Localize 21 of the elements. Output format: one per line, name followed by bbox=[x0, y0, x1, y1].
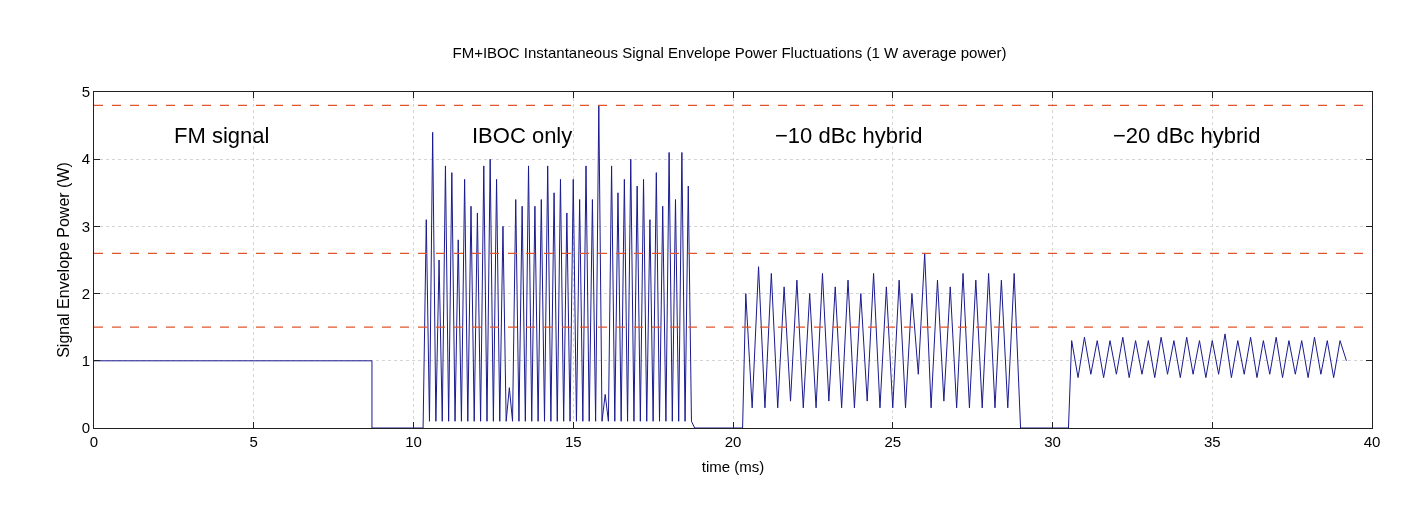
y-axis-title: Signal Envelope Power (W) bbox=[54, 162, 72, 358]
annotation: −10 dBc hybrid bbox=[775, 123, 923, 148]
y-tick-label: 5 bbox=[81, 83, 90, 101]
y-tick-label: 4 bbox=[81, 150, 90, 168]
chart-title: FM+IBOC Instantaneous Signal Envelope Power Fluctuations (1 W average power) bbox=[452, 44, 1007, 62]
x-tick-label: 15 bbox=[564, 433, 582, 450]
y-tick-label: 0 bbox=[81, 419, 90, 437]
annotation: FM signal bbox=[174, 123, 270, 148]
y-tick-label: 1 bbox=[81, 352, 90, 370]
y-tick-label: 3 bbox=[81, 217, 90, 235]
x-tick-label: 20 bbox=[724, 433, 742, 450]
annotation: −20 dBc hybrid bbox=[1113, 123, 1261, 148]
y-tick-label: 2 bbox=[81, 284, 90, 302]
annotation: IBOC only bbox=[472, 123, 573, 148]
x-tick-label: 25 bbox=[884, 433, 902, 450]
x-tick-label: 5 bbox=[249, 433, 258, 450]
x-axis-title: time (ms) bbox=[701, 458, 765, 475]
x-tick-label: 30 bbox=[1044, 433, 1061, 450]
x-tick-label: 10 bbox=[405, 433, 422, 450]
x-tick-label: 35 bbox=[1203, 433, 1221, 450]
x-tick-label: 40 bbox=[1363, 433, 1381, 450]
